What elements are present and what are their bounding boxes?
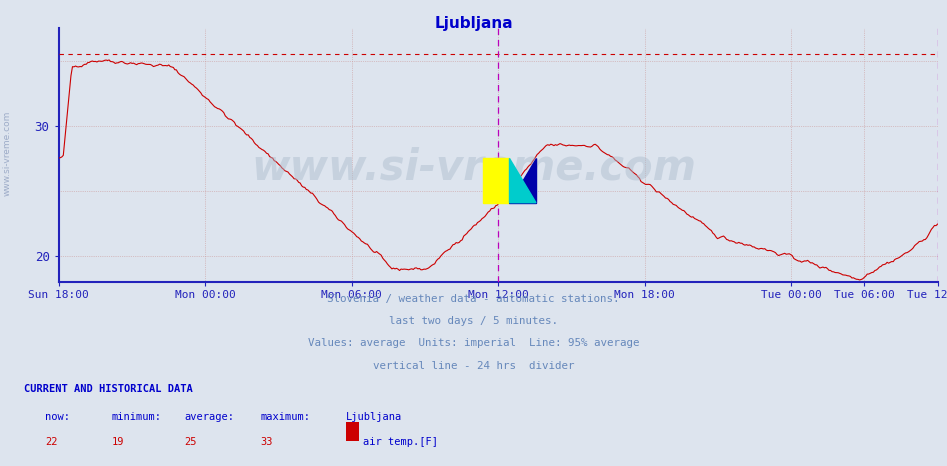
Text: Ljubljana: Ljubljana	[434, 16, 513, 31]
Text: www.si-vreme.com: www.si-vreme.com	[251, 147, 696, 189]
Text: 19: 19	[112, 437, 124, 446]
Text: now:: now:	[45, 412, 70, 422]
Text: vertical line - 24 hrs  divider: vertical line - 24 hrs divider	[373, 361, 574, 370]
Text: 22: 22	[45, 437, 58, 446]
Text: average:: average:	[185, 412, 235, 422]
Text: minimum:: minimum:	[112, 412, 162, 422]
Text: air temp.[F]: air temp.[F]	[363, 437, 438, 446]
Text: 33: 33	[260, 437, 273, 446]
Text: maximum:: maximum:	[260, 412, 311, 422]
Text: 25: 25	[185, 437, 197, 446]
Text: Values: average  Units: imperial  Line: 95% average: Values: average Units: imperial Line: 95…	[308, 338, 639, 348]
Text: last two days / 5 minutes.: last two days / 5 minutes.	[389, 316, 558, 326]
Text: www.si-vreme.com: www.si-vreme.com	[3, 111, 12, 197]
Text: Ljubljana: Ljubljana	[346, 412, 402, 422]
Text: Slovenia / weather data - automatic stations.: Slovenia / weather data - automatic stat…	[328, 294, 619, 303]
Text: CURRENT AND HISTORICAL DATA: CURRENT AND HISTORICAL DATA	[24, 384, 192, 394]
